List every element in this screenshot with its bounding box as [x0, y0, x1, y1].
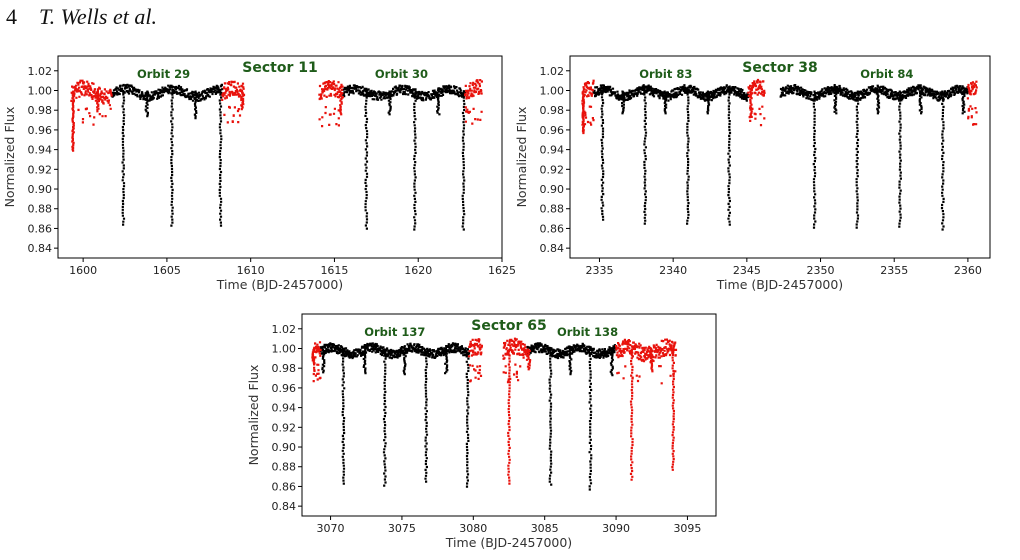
y-tick-label: 0.94 — [28, 144, 53, 157]
y-tick-label: 0.88 — [272, 461, 297, 474]
orbit-label: Orbit 30 — [375, 67, 428, 81]
series-red — [311, 337, 678, 485]
sector-title: Sector 38 — [742, 60, 817, 76]
flux-points — [592, 84, 969, 231]
data-points — [311, 337, 678, 491]
y-tick-label: 0.90 — [28, 183, 53, 196]
plot-frame — [569, 55, 991, 259]
x-tick-label: 1600 — [69, 264, 97, 277]
y-tick-label: 0.84 — [272, 500, 297, 513]
y-tick-label: 0.84 — [28, 242, 53, 255]
x-tick-label: 2355 — [880, 264, 908, 277]
y-axis-label: Normalized Flux — [2, 107, 17, 208]
x-tick-label: 1625 — [488, 264, 516, 277]
y-tick-label: 0.86 — [272, 480, 297, 493]
x-tick-label: 3095 — [673, 522, 701, 535]
y-tick-label: 0.90 — [272, 441, 297, 454]
y-tick-label: 0.88 — [540, 203, 565, 216]
y-tick-label: 0.88 — [28, 203, 53, 216]
chart-panel-2: 0.84 0.86 0.88 0.90 0.92 0.94 0.96 0.98 1.00 1.02… — [514, 55, 991, 292]
y-tick-label: 0.98 — [272, 362, 297, 375]
page-header: 4 T. Wells et al. — [6, 4, 157, 38]
x-axis-label: Time (BJD-2457000) — [216, 277, 343, 292]
x-tick-label: 2350 — [807, 264, 835, 277]
y-tick-label: 1.02 — [540, 65, 565, 78]
x-tick-label: 2340 — [659, 264, 687, 277]
y-tick-label: 0.94 — [540, 144, 565, 157]
y-tick-label: 0.96 — [540, 124, 565, 137]
x-tick-label: 3085 — [531, 522, 559, 535]
x-axis-label: Time (BJD-2457000) — [445, 535, 572, 550]
y-tick-label: 0.86 — [28, 222, 53, 235]
x-tick-label: 3090 — [602, 522, 630, 535]
y-tick-label: 0.94 — [272, 402, 297, 415]
x-tick-label: 2360 — [954, 264, 982, 277]
y-tick-label: 0.90 — [540, 183, 565, 196]
orbit-label: Orbit 138 — [557, 325, 618, 339]
x-tick-label: 3075 — [388, 522, 416, 535]
series-black — [319, 342, 618, 491]
y-tick-label: 1.02 — [272, 323, 297, 336]
x-tick-label: 2345 — [733, 264, 761, 277]
x-tick-label: 2335 — [585, 264, 613, 277]
x-tick-label: 1610 — [237, 264, 265, 277]
y-tick-label: 0.92 — [540, 163, 565, 176]
running-head: T. Wells et al. — [39, 4, 157, 29]
x-tick-label: 1615 — [320, 264, 348, 277]
orbit-label: Orbit 29 — [137, 67, 190, 81]
y-tick-label: 1.00 — [540, 84, 565, 97]
x-axis-label: Time (BJD-2457000) — [716, 277, 843, 292]
flux-points — [311, 337, 678, 485]
x-tick-label: 1605 — [153, 264, 181, 277]
y-tick-label: 0.98 — [28, 104, 53, 117]
sector-title: Sector 65 — [471, 318, 546, 334]
orbit-label: Orbit 83 — [639, 67, 692, 81]
y-axis-label: Normalized Flux — [246, 365, 261, 466]
y-tick-label: 0.92 — [272, 421, 297, 434]
x-tick-label: 1620 — [404, 264, 432, 277]
y-tick-label: 0.96 — [272, 382, 297, 395]
y-tick-label: 1.00 — [28, 84, 53, 97]
series-black — [110, 83, 467, 231]
y-tick-label: 0.96 — [28, 124, 53, 137]
x-tick-label: 3080 — [459, 522, 487, 535]
orbit-label: Orbit 137 — [364, 325, 425, 339]
flux-points — [319, 342, 618, 491]
y-tick-label: 1.02 — [28, 65, 53, 78]
orbit-label: Orbit 84 — [860, 67, 913, 81]
data-points — [581, 78, 978, 231]
chart-panel-3: 0.84 0.86 0.88 0.90 0.92 0.94 0.96 0.98 1.00 1.02… — [246, 313, 717, 550]
y-axis-label: Normalized Flux — [514, 107, 529, 208]
page-number: 4 — [6, 4, 17, 29]
y-tick-label: 0.92 — [28, 163, 53, 176]
y-tick-label: 0.84 — [540, 242, 565, 255]
sector-title: Sector 11 — [242, 60, 317, 76]
y-tick-label: 0.86 — [540, 222, 565, 235]
chart-panel-1: 0.84 0.86 0.88 0.90 0.92 0.94 0.96 0.98 1.00 1.02… — [2, 55, 516, 292]
y-tick-label: 0.98 — [540, 104, 565, 117]
x-tick-label: 3070 — [317, 522, 345, 535]
series-black — [592, 84, 969, 231]
y-tick-label: 1.00 — [272, 342, 297, 355]
flux-points — [110, 83, 467, 231]
data-points — [70, 79, 484, 231]
